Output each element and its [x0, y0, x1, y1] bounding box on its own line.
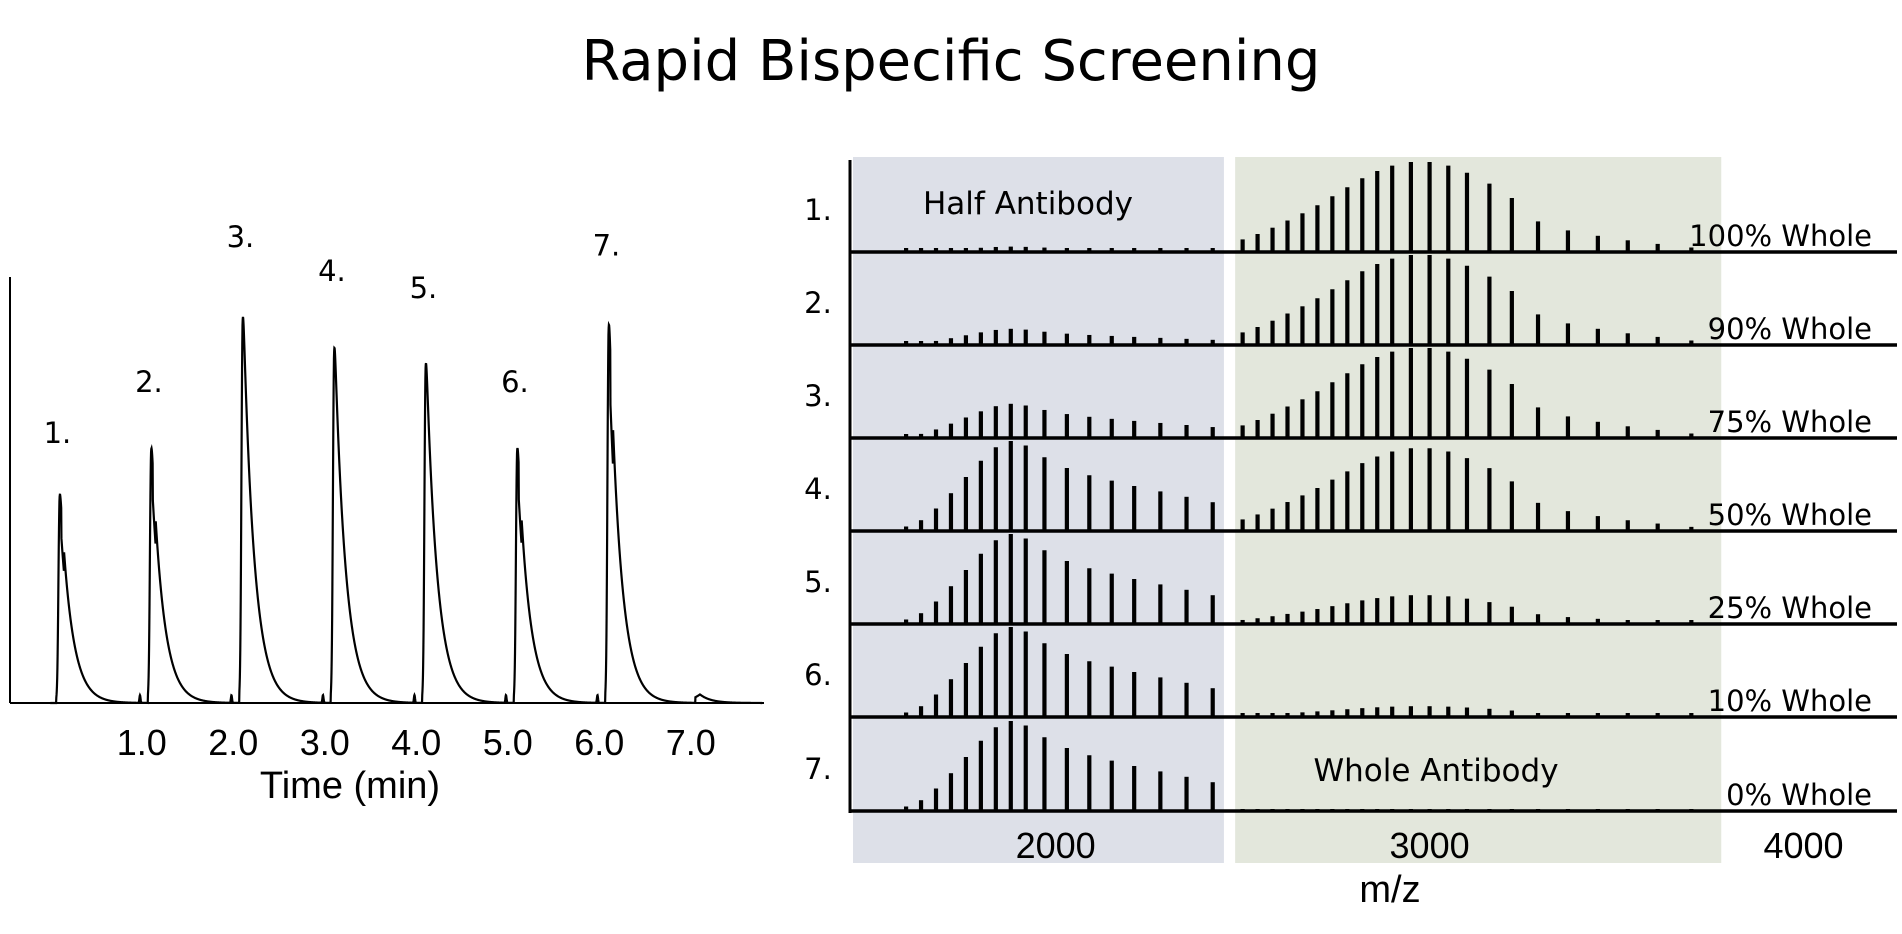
spectrum-annotation: 50% Whole: [1708, 498, 1872, 532]
spectrum-row: 1. 100% Whole: [804, 162, 1897, 254]
peak-label: 2.: [135, 365, 163, 399]
spectrum-annotation: 100% Whole: [1689, 219, 1872, 253]
spectrum-annotation: 0% Whole: [1726, 778, 1872, 812]
mass-spectra-x-axis-label: m/z: [1359, 869, 1420, 911]
spectrum-row-label: 6.: [804, 658, 832, 692]
chromatogram-x-tick-label: 1.0: [117, 722, 167, 763]
peak-label: 7.: [593, 229, 621, 263]
spectrum-row: 3. 75% Whole: [804, 348, 1897, 440]
spectrum-row-label: 3.: [804, 379, 832, 413]
chromatogram-x-tick-label: 3.0: [300, 722, 350, 763]
spectrum-row: 5. 25% Whole: [804, 534, 1897, 626]
spectrum-row: 4. 50% Whole: [804, 441, 1897, 533]
peak-label: 5.: [410, 271, 438, 305]
half-antibody-region: [853, 157, 1224, 863]
peak-label: 6.: [501, 365, 529, 399]
chromatogram-x-tick-label: 5.0: [483, 722, 533, 763]
mass-spectra-x-tick-label: 3000: [1390, 825, 1470, 866]
chromatogram-x-tick-label: 6.0: [574, 722, 624, 763]
spectrum-row-label: 2.: [804, 286, 832, 320]
spectrum-row-label: 1.: [804, 193, 832, 227]
peak-label: 3.: [227, 220, 255, 254]
whole-antibody-label: Whole Antibody: [1313, 753, 1558, 789]
mass-spectra-x-tick-label: 2000: [1016, 825, 1096, 866]
chromatogram-x-tick-label: 7.0: [666, 722, 716, 763]
peak-label: 1.: [44, 416, 72, 450]
spectrum-row-label: 5.: [804, 565, 832, 599]
mass-spectra-x-ticks: 2000 3000 4000: [1016, 825, 1844, 866]
chromatogram-x-axis-label: Time (min): [260, 765, 440, 807]
spectrum-row: 6. 10% Whole: [804, 627, 1897, 719]
spectrum-row: 7. 0% Whole: [804, 721, 1897, 813]
mass-spectra-rows: 1. 100% Whole 2. 90% Whole 3. 75% Whole 4. 50% …: [804, 162, 1897, 813]
page-title: Rapid Bispecific Screening: [582, 29, 1321, 94]
mass-spectra-panel: Half Antibody Whole Antibody 1. 100% Whol…: [804, 157, 1897, 911]
spectrum-annotation: 25% Whole: [1708, 591, 1872, 625]
spectrum-row-label: 4.: [804, 472, 832, 506]
spectrum-annotation: 75% Whole: [1708, 405, 1872, 439]
spectrum-annotation: 10% Whole: [1708, 684, 1872, 718]
chromatogram-x-tick-label: 2.0: [208, 722, 258, 763]
chromatogram-x-ticks: 1.0 2.0 3.0 4.0 5.0 6.0 7.0: [117, 722, 716, 763]
mass-spectra-x-tick-label: 4000: [1763, 825, 1843, 866]
chromatogram-peak-labels: 1. 2. 3. 4. 5. 6. 7.: [44, 220, 621, 450]
spectrum-annotation: 90% Whole: [1708, 312, 1872, 346]
chromatogram-x-tick-label: 4.0: [391, 722, 441, 763]
peak-label: 4.: [318, 254, 346, 288]
half-antibody-label: Half Antibody: [923, 186, 1133, 222]
spectrum-row: 2. 90% Whole: [804, 255, 1897, 347]
chromatogram-panel: 1.0 2.0 3.0 4.0 5.0 6.0 7.0 1. 2. 3. 4. 5. 6. 7. Tim…: [9, 220, 764, 807]
spectrum-row-label: 7.: [804, 752, 832, 786]
